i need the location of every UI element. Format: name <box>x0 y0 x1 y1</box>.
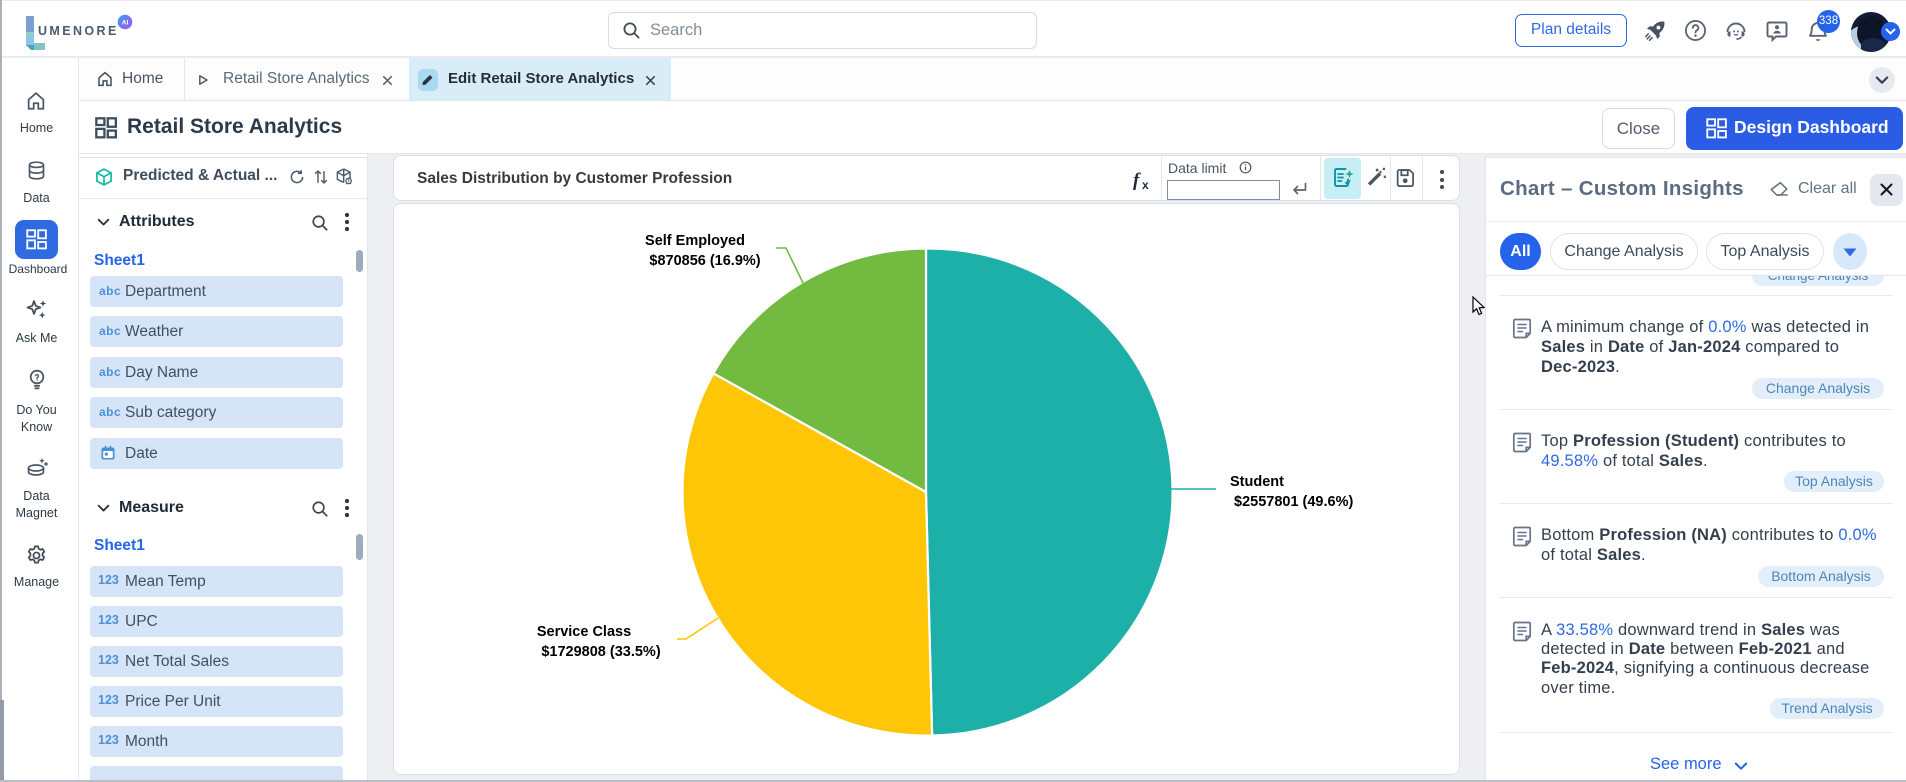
svg-text:$2557801 (49.6%): $2557801 (49.6%) <box>1234 494 1353 510</box>
svg-text:Student: Student <box>1230 474 1284 490</box>
svg-text:$1729808 (33.5%): $1729808 (33.5%) <box>541 644 660 660</box>
svg-text:$870856 (16.9%): $870856 (16.9%) <box>649 253 760 269</box>
svg-text:Self Employed: Self Employed <box>645 233 745 249</box>
svg-text:Service Class: Service Class <box>537 624 631 640</box>
svg-text:AI: AI <box>122 20 129 27</box>
svg-text:UMENORE: UMENORE <box>38 24 119 38</box>
